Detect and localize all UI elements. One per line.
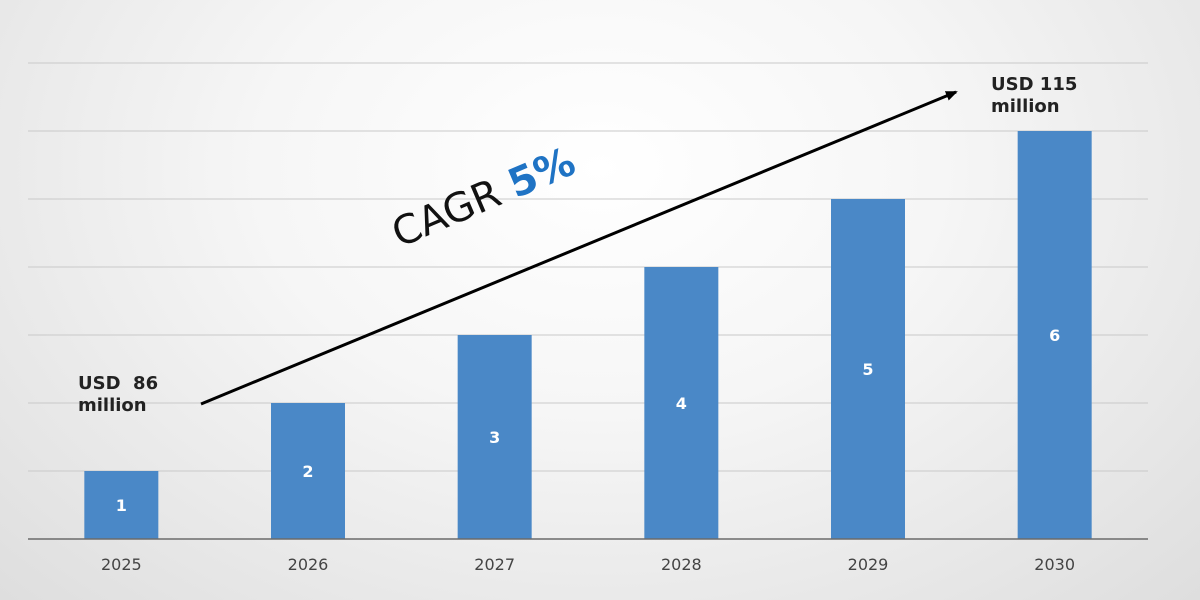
bars: 1 2 3 4 5 6 [84,131,1092,539]
start-value-line1: USD 86 [78,373,159,394]
bar-2027 [457,335,532,539]
bar-value-label-2027: 3 [489,428,500,447]
bar-2026 [271,403,345,539]
end-value-line2: million [991,96,1060,117]
bar-value-label-2026: 2 [302,462,313,481]
x-axis-ticks: 2025 2026 2027 2028 2029 2030 [101,555,1075,574]
end-value-line1: USD 115 [991,74,1078,95]
bar-2029 [831,199,905,539]
bar-2025 [84,471,159,539]
bar-value-label-2028: 4 [676,394,687,413]
trend-arrow [200,90,958,406]
x-tick-label-2030: 2030 [1034,555,1075,574]
gridlines [28,62,1148,472]
x-tick-label-2029: 2029 [848,555,889,574]
bar-2030 [1017,131,1092,539]
start-value-line2: million [78,395,147,416]
end-value-annotation: USD 115 million [991,74,1077,118]
bar-value-label-2030: 6 [1049,326,1060,345]
x-tick-label-2025: 2025 [101,555,142,574]
x-tick-label-2028: 2028 [661,555,702,574]
x-tick-label-2027: 2027 [474,555,515,574]
bar-2028 [644,267,719,539]
bar-value-label-2025: 1 [116,496,127,515]
start-value-annotation: USD 86 million [78,373,158,417]
x-tick-label-2026: 2026 [288,555,329,574]
bar-value-label-2029: 5 [862,360,873,379]
